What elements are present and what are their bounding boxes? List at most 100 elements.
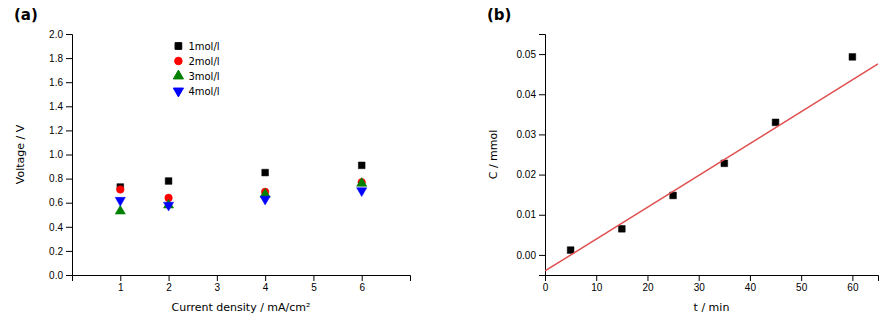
tick-label: 1.2	[49, 125, 63, 136]
tick-mark	[66, 106, 72, 107]
tick-mark	[66, 251, 72, 252]
legend-item: 2mol/l	[175, 56, 220, 67]
axis-line	[73, 276, 411, 282]
tick: 1.2	[49, 125, 72, 136]
legend-symbol	[175, 43, 182, 50]
axis-line	[546, 276, 879, 282]
axis: 0 10 20 30 40 50 60	[543, 275, 879, 293]
legend-label: 1mol/l	[188, 41, 219, 52]
tick-label: 0.6	[49, 197, 63, 208]
tick: 0.4	[49, 222, 72, 233]
point	[772, 119, 779, 126]
tick-mark	[362, 275, 363, 281]
x-axis-title: Current density / mA/cm²	[172, 301, 311, 314]
tick: 4	[263, 275, 269, 293]
tick-mark	[647, 275, 648, 281]
axis-line	[66, 35, 73, 276]
tick-mark	[801, 275, 802, 281]
tick-label: 60	[847, 282, 859, 293]
tick: 0	[543, 275, 549, 293]
point	[117, 186, 125, 194]
legend: 1mol/l 2mol/l 3mol/l 4mol/l	[173, 41, 219, 97]
fit-line	[545, 64, 878, 271]
tick-label: 0.4	[49, 222, 63, 233]
point	[260, 196, 270, 205]
tick-mark	[66, 275, 72, 276]
tick-mark	[66, 203, 72, 204]
tick: 6	[359, 275, 365, 293]
tick-label: 0.8	[49, 173, 63, 184]
tick-mark	[539, 54, 545, 55]
point	[358, 162, 365, 169]
y-axis-title: C / mmol	[487, 130, 500, 180]
axis: 0.000.010.020.030.040.05	[517, 35, 546, 276]
tick: 0.6	[49, 197, 72, 208]
tick: 5	[311, 275, 317, 293]
x-axis-title: t / min	[694, 301, 730, 314]
tick: 1.4	[49, 101, 72, 112]
tick-mark	[169, 275, 170, 281]
tick: 0.2	[49, 246, 72, 257]
tick-label: 4	[263, 282, 269, 293]
chart-root: 1234560.00.20.40.60.81.01.21.41.61.82.0C…	[0, 0, 893, 325]
tick-mark	[66, 155, 72, 156]
tick-label: 1.6	[49, 77, 63, 88]
tick-mark	[539, 215, 545, 216]
tick-label: 40	[745, 282, 757, 293]
axis: 1 2 3 4 5 6	[73, 275, 411, 293]
tick: 60	[847, 275, 859, 293]
panel: 1234560.00.20.40.60.81.01.21.41.61.82.0C…	[14, 6, 411, 314]
axis-line	[539, 35, 546, 276]
tick-label: 0.02	[517, 169, 537, 180]
tick: 10	[591, 275, 603, 293]
tick-mark	[539, 255, 545, 256]
tick: 1.8	[49, 53, 72, 64]
point	[357, 178, 367, 187]
tick-label: 2	[166, 282, 172, 293]
tick: 40	[745, 275, 757, 293]
tick-label: 50	[796, 282, 808, 293]
tick: 0.04	[517, 89, 545, 100]
point	[165, 178, 172, 185]
tick-label: 10	[591, 282, 603, 293]
tick: 50	[796, 275, 808, 293]
tick-mark	[539, 175, 545, 176]
tick-label: 1.0	[49, 149, 63, 160]
tick: 1.6	[49, 77, 72, 88]
tick-label: 0.2	[49, 246, 63, 257]
tick-mark	[66, 58, 72, 59]
point	[567, 247, 574, 254]
plot-area	[545, 54, 878, 271]
tick-label: 1	[118, 282, 124, 293]
tick-mark	[750, 275, 751, 281]
point	[618, 225, 625, 232]
tick-label: 6	[359, 282, 365, 293]
tick: 1.0	[49, 149, 72, 160]
panel-title: (b)	[487, 6, 511, 24]
tick-label: 30	[694, 282, 706, 293]
tick-label: 3	[215, 282, 221, 293]
tick-mark	[217, 275, 218, 281]
plot-area	[115, 162, 367, 214]
point	[262, 169, 269, 176]
legend-item: 3mol/l	[173, 70, 219, 81]
tick: 2.0	[49, 29, 72, 40]
panel: 01020304050600.000.010.020.030.040.05t /…	[487, 6, 879, 314]
tick-label: 0.03	[517, 129, 537, 140]
tick: 0.05	[517, 49, 545, 60]
tick-mark	[120, 275, 121, 281]
tick-mark	[66, 130, 72, 131]
legend-label: 3mol/l	[188, 71, 219, 82]
legend-label: 4mol/l	[188, 86, 219, 97]
tick-label: 20	[642, 282, 654, 293]
tick-mark	[852, 275, 853, 281]
tick-mark	[265, 275, 266, 281]
tick-label: 5	[311, 282, 317, 293]
tick-label: 0.00	[517, 250, 537, 261]
tick: 0.02	[517, 169, 545, 180]
tick-mark	[66, 34, 72, 35]
tick-label: 0.05	[517, 49, 537, 60]
tick: 3	[215, 275, 221, 293]
panel-title: (a)	[14, 6, 38, 24]
tick-label: 1.4	[49, 101, 63, 112]
